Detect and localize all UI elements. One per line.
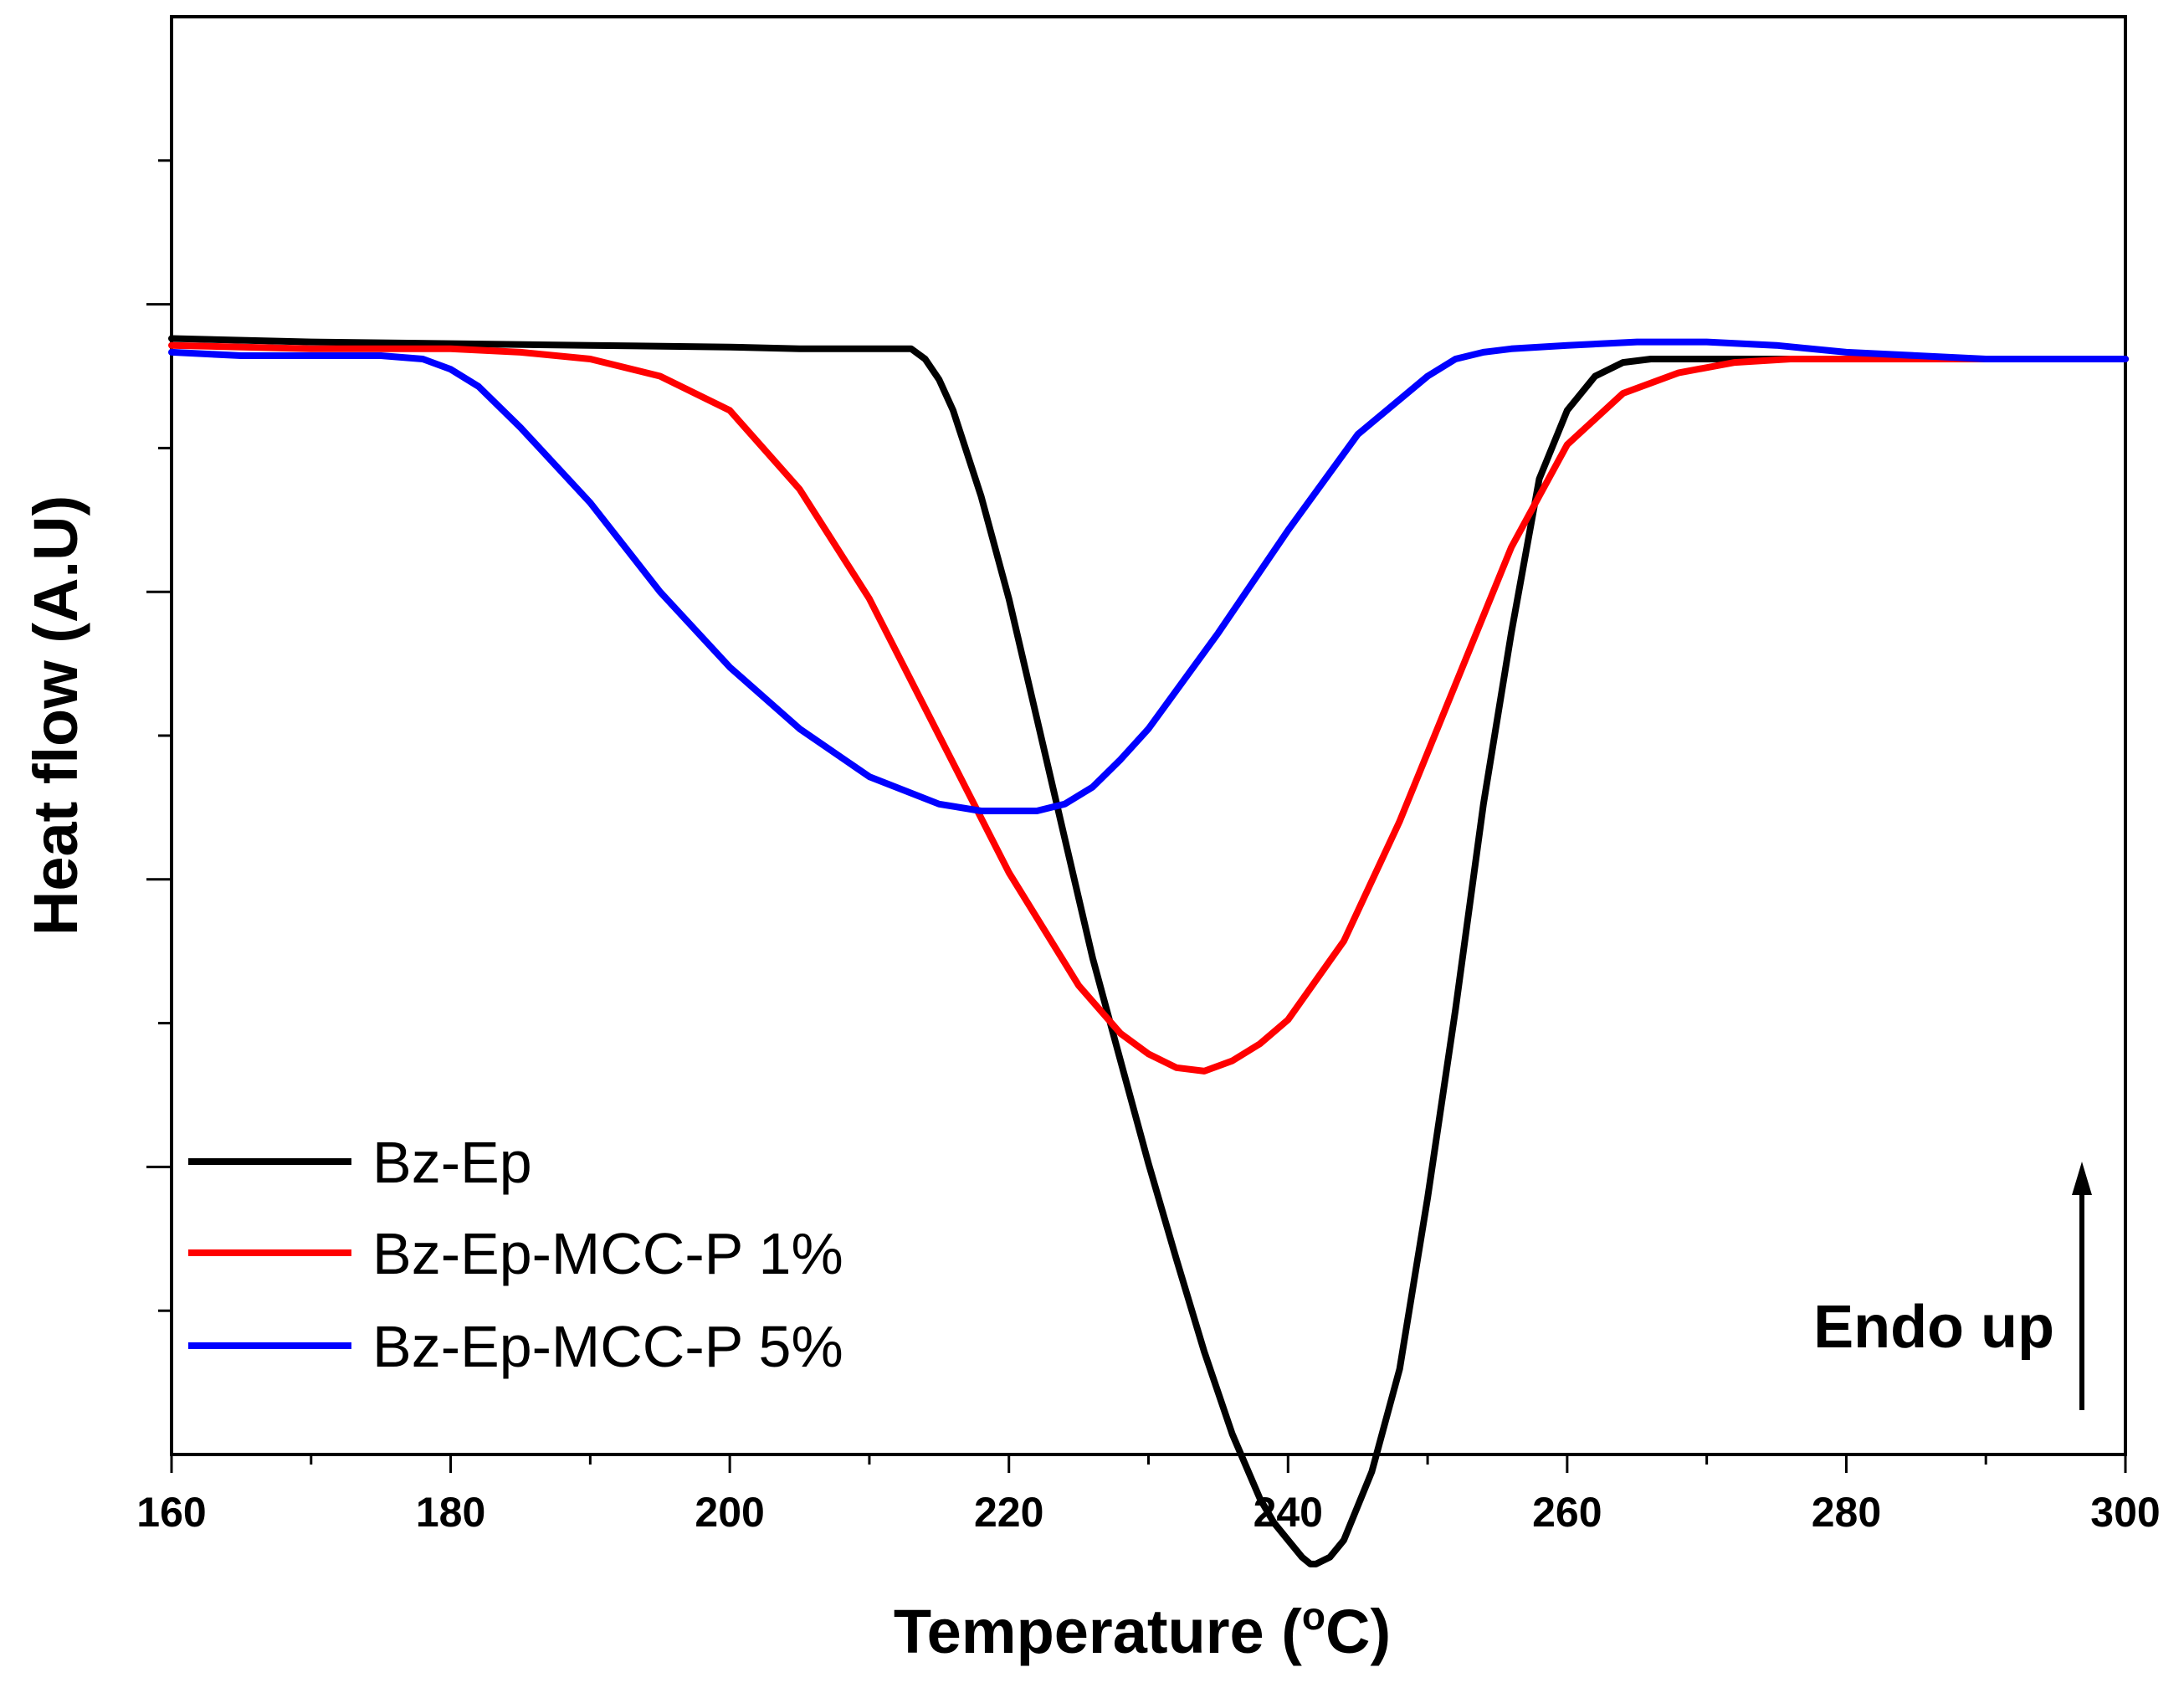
endo-up-label: Endo up: [1813, 1294, 2054, 1361]
series-line-bz-ep: [168, 335, 2129, 1567]
x-tick-label: 160: [136, 1489, 206, 1536]
x-tick-label: 260: [1532, 1489, 1602, 1536]
endo-up-annotation: Endo up: [1813, 1162, 2092, 1410]
x-tick-label: 240: [1253, 1489, 1323, 1536]
x-tick-label: 280: [1812, 1489, 1881, 1536]
series-line-bz-ep-mcc-p-5: [168, 338, 2129, 814]
legend-entry-bz-ep-mcc-p-1: Bz-Ep-MCC-P 1%: [188, 1221, 843, 1286]
endo-up-arrow-icon: [2072, 1162, 2092, 1195]
series-group: [168, 335, 2129, 1567]
y-axis-title: Heat flow (A.U): [21, 495, 90, 936]
x-tick-label: 220: [974, 1489, 1043, 1536]
y-axis-ticks: [146, 159, 172, 1312]
legend-label-bz-ep: Bz-Ep: [372, 1130, 532, 1195]
legend-entry-bz-ep-mcc-p-5: Bz-Ep-MCC-P 5%: [188, 1314, 843, 1379]
x-axis-title-end: C): [1325, 1597, 1391, 1666]
x-tick-label: 300: [2090, 1489, 2160, 1536]
x-tick-label: 200: [695, 1489, 764, 1536]
legend-entry-bz-ep: Bz-Ep: [188, 1130, 532, 1195]
x-axis-title-superscript: o: [1302, 1594, 1325, 1638]
legend: Bz-Ep Bz-Ep-MCC-P 1% Bz-Ep-MCC-P 5%: [188, 1130, 843, 1379]
series-line-bz-ep-mcc-p-1: [168, 341, 2129, 1075]
x-axis-ticks: 160 180 200 220 240 260 280 300: [136, 1454, 2161, 1536]
x-axis-title-main: Temperature (: [894, 1597, 1302, 1666]
x-tick-label: 180: [416, 1489, 485, 1536]
x-axis-title: Temperature (oC): [894, 1594, 1391, 1666]
legend-label-bz-ep-mcc-p-5: Bz-Ep-MCC-P 5%: [372, 1314, 843, 1379]
legend-label-bz-ep-mcc-p-1: Bz-Ep-MCC-P 1%: [372, 1221, 843, 1286]
